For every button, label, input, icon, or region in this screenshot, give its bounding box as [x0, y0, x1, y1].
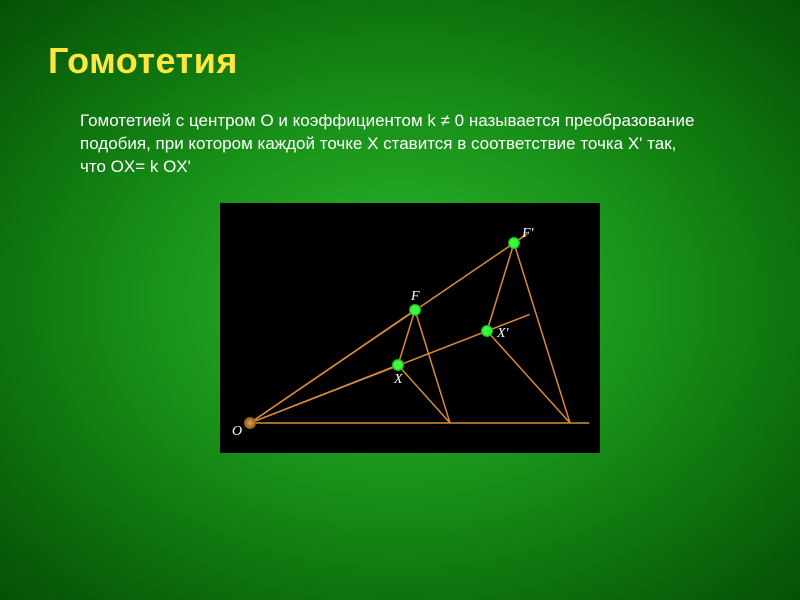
diagram-line	[487, 331, 570, 423]
diagram-point-O	[244, 417, 256, 429]
definition-text: Гомотетией с центром O и коэффициентом k…	[80, 110, 700, 179]
slide-title: Гомотетия	[48, 40, 752, 82]
slide: Гомотетия Гомотетией с центром O и коэфф…	[0, 0, 800, 600]
diagram-line	[514, 243, 570, 423]
diagram-label-F: F	[410, 289, 420, 304]
diagram-line	[250, 310, 415, 423]
diagram-point-F	[409, 304, 421, 316]
slide-body: Гомотетией с центром O и коэффициентом k…	[80, 110, 740, 453]
diagram-line	[250, 365, 398, 423]
diagram-line	[487, 243, 514, 331]
diagram-point-Xp	[481, 325, 493, 337]
diagram-label-Fp: F'	[521, 226, 535, 241]
homothety-diagram: O F X F' X'	[220, 203, 600, 453]
diagram-line	[415, 310, 450, 423]
diagram-container: O F X F' X'	[80, 203, 740, 453]
diagram-label-X: X	[393, 372, 403, 387]
diagram-point-X	[392, 359, 404, 371]
diagram-line	[398, 310, 415, 365]
diagram-label-O: O	[232, 424, 242, 439]
diagram-line	[398, 365, 450, 423]
diagram-label-Xp: X'	[496, 326, 510, 341]
diagram-point-Fp	[508, 237, 520, 249]
